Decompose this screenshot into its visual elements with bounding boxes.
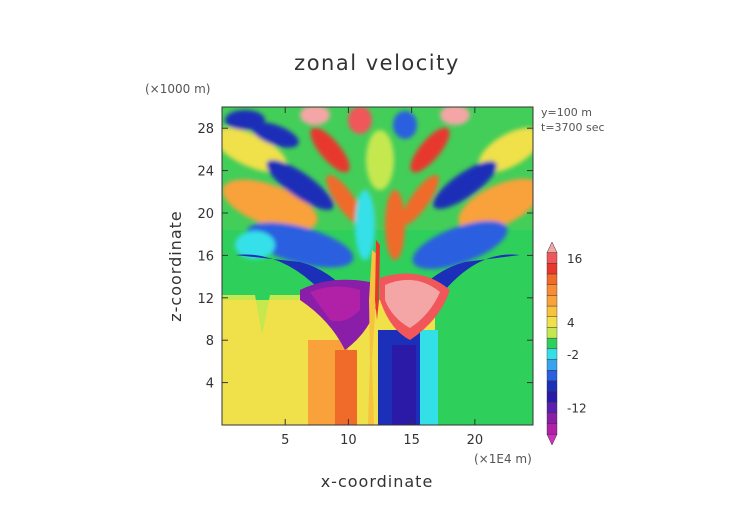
colorbar-cell xyxy=(546,423,558,435)
colorbar-cell xyxy=(546,402,558,414)
colorbar-cell xyxy=(546,359,558,371)
x-tick-label: 20 xyxy=(467,433,484,448)
y-tick-label: 16 xyxy=(197,249,214,264)
colorbar-cell xyxy=(546,273,558,285)
y-axis: 4 8 12 16 20 24 28 xyxy=(197,122,533,392)
contour-field xyxy=(222,107,533,425)
x-axis-unit: (×1E4 m) xyxy=(474,452,532,466)
y-axis-label: z-coordinate xyxy=(166,210,185,322)
y-tick-label: 8 xyxy=(206,334,214,349)
colorbar-cell xyxy=(546,263,558,275)
annotation-time: t=3700 sec xyxy=(541,121,605,134)
colorbar-cell xyxy=(546,284,558,296)
y-axis-unit: (×1000 m) xyxy=(145,82,210,96)
colorbar-cell xyxy=(546,434,558,446)
colorbar-cell xyxy=(546,241,558,253)
x-axis-label: x-coordinate xyxy=(321,472,434,491)
colorbar-cell xyxy=(546,327,558,339)
plot-frame xyxy=(221,106,534,426)
colorbar-cell xyxy=(546,391,558,403)
colorbar-cell xyxy=(546,348,558,360)
colorbar-label: 4 xyxy=(567,316,575,330)
annotation-y: y=100 m xyxy=(541,106,592,119)
colorbar-cell xyxy=(546,412,558,424)
x-tick-label: 5 xyxy=(281,433,289,448)
colorbar-cell xyxy=(546,316,558,328)
y-tick-label: 12 xyxy=(197,292,214,307)
x-tick-label: 15 xyxy=(403,433,420,448)
x-axis: 5 10 15 20 xyxy=(281,107,483,448)
colorbar-cell xyxy=(546,252,558,264)
y-tick-label: 20 xyxy=(197,207,214,222)
y-tick-label: 4 xyxy=(206,377,214,392)
chart-title: zonal velocity xyxy=(294,51,460,75)
colorbar-cell xyxy=(546,370,558,382)
colorbar-cell xyxy=(546,295,558,307)
colorbar: 16 4 -2 -12 xyxy=(546,241,587,446)
colorbar-label: -12 xyxy=(567,402,587,416)
x-tick-label: 10 xyxy=(340,433,357,448)
colorbar-cell xyxy=(546,337,558,350)
y-tick-label: 28 xyxy=(197,122,214,137)
colorbar-label: 16 xyxy=(567,252,582,266)
colorbar-cell xyxy=(546,305,558,317)
y-tick-label: 24 xyxy=(197,165,214,180)
colorbar-label: -2 xyxy=(567,348,579,362)
colorbar-cell xyxy=(546,380,558,392)
